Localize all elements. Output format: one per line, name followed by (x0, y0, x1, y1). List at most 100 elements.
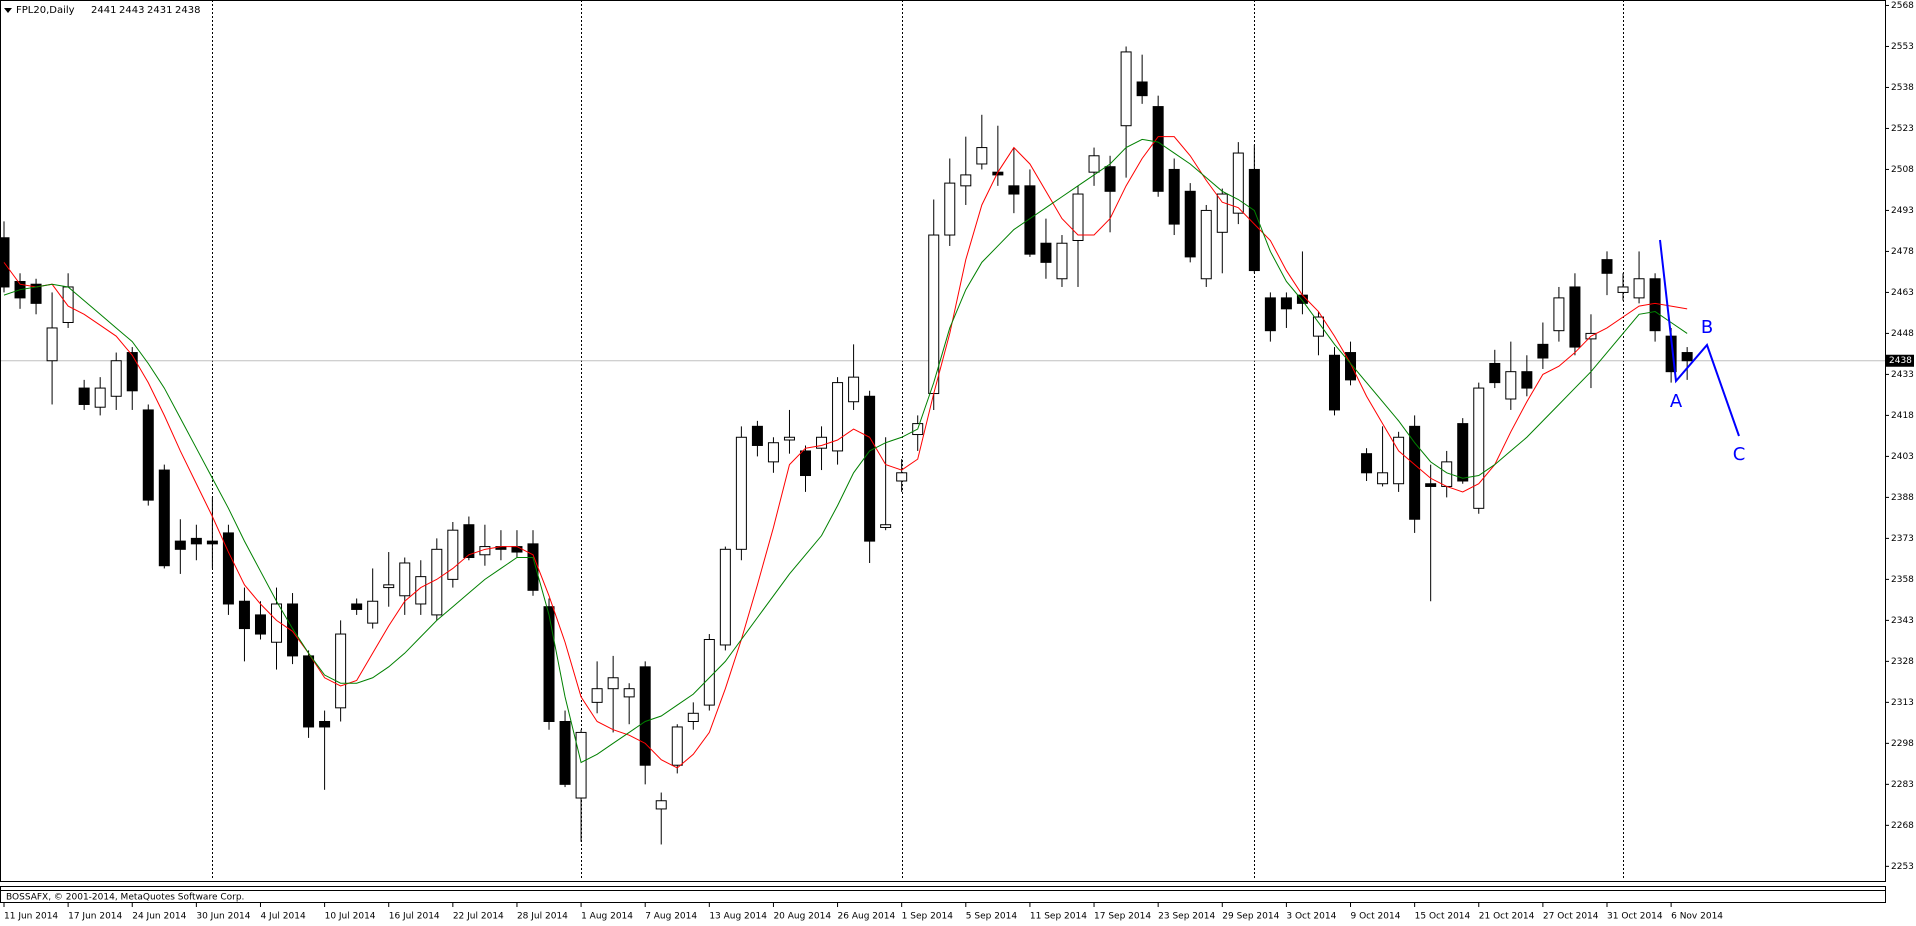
x-tick-label: 31 Oct 2014 (1607, 912, 1663, 922)
candle-body (431, 548, 443, 616)
x-tick-label: 27 Oct 2014 (1543, 912, 1599, 922)
candle-body (1216, 193, 1228, 233)
indicator-strip (0, 886, 1886, 903)
x-tick-label: 24 Jun 2014 (132, 912, 186, 922)
candle-body (783, 436, 795, 441)
candle-body (1505, 371, 1517, 400)
candle-body (351, 603, 363, 610)
candle-body (1537, 343, 1549, 359)
wave-label: A (1670, 391, 1683, 412)
y-tick-label: 2343 (1891, 616, 1914, 626)
candle-body (976, 147, 988, 165)
candle-body (319, 720, 331, 728)
price-label: 2438 (1889, 356, 1912, 366)
plot (0, 46, 1885, 845)
candle-body (415, 576, 427, 605)
candle-body (1280, 297, 1292, 310)
candle-body (1184, 190, 1196, 258)
candle-body (896, 472, 908, 482)
candle-body (1425, 483, 1437, 487)
candle-body (1489, 362, 1501, 384)
candle-body (832, 382, 844, 452)
candle-body (639, 666, 651, 766)
candle-body (944, 182, 956, 236)
y-tick-label: 2538 (1891, 83, 1914, 93)
candle-body (447, 529, 459, 580)
candle-body (1617, 286, 1629, 293)
candle-body (1649, 278, 1661, 332)
y-tick-label: 2478 (1891, 247, 1914, 257)
candle-body (1152, 106, 1164, 192)
candle-body (110, 360, 122, 397)
candle-body (1377, 472, 1389, 485)
candle-body (78, 387, 90, 405)
candle-body (174, 540, 186, 550)
y-tick-label: 2433 (1891, 370, 1914, 380)
candle-body (591, 688, 603, 703)
candle-body (1409, 425, 1421, 520)
candle-body (1601, 259, 1613, 274)
candle-body (751, 425, 763, 446)
candle-body (719, 548, 731, 646)
price-label-box (1886, 354, 1914, 367)
y-tick-label: 2373 (1891, 534, 1914, 544)
candle-body (271, 603, 283, 643)
candle-body (1120, 51, 1132, 127)
ohlc-low: 2431 (147, 5, 172, 16)
candle-body (1232, 152, 1244, 214)
candle-body (848, 376, 860, 403)
x-tick-label: 4 Jul 2014 (260, 912, 305, 922)
x-tick-label: 17 Jun 2014 (68, 912, 122, 922)
y-tick-label: 2508 (1891, 165, 1914, 175)
candle-body (399, 562, 411, 597)
candle-body (1040, 242, 1052, 263)
candle-body (1312, 316, 1324, 337)
candle-body (254, 614, 266, 635)
candle-body (1264, 297, 1276, 332)
candle-body (30, 283, 42, 304)
candle-body (1088, 155, 1100, 173)
x-tick-label: 15 Oct 2014 (1415, 912, 1471, 922)
axes: 2253 2268 2283 2298 2313 2328 2343 2358 2373 2388… (3, 1, 1914, 922)
candle-body (800, 450, 811, 477)
chart-title: FPL20,Daily (16, 5, 75, 16)
ohlc-close: 2438 (175, 5, 200, 16)
candle-body (575, 731, 587, 799)
candle-body (1328, 354, 1340, 411)
candle-body (767, 442, 779, 463)
candle-body (1168, 168, 1180, 225)
candle-body (1553, 297, 1565, 332)
candle-body (1200, 209, 1212, 280)
candle-body (1056, 242, 1068, 280)
x-tick-label: 6 Nov 2014 (1671, 912, 1723, 922)
candle-body (62, 286, 74, 323)
candle-body (206, 540, 218, 545)
y-tick-label: 2448 (1891, 329, 1914, 339)
candle-body (735, 436, 747, 550)
candle-body (671, 726, 683, 766)
x-tick-label: 26 Aug 2014 (838, 912, 896, 922)
y-tick-label: 2403 (1891, 452, 1914, 462)
x-tick-label: 13 Aug 2014 (709, 912, 767, 922)
y-tick-label: 2463 (1891, 288, 1914, 298)
candle-body (158, 469, 170, 567)
x-tick-label: 20 Aug 2014 (773, 912, 831, 922)
x-tick-label: 9 Oct 2014 (1351, 912, 1401, 922)
wave-label: C (1733, 444, 1746, 465)
x-tick-label: 1 Sep 2014 (902, 912, 954, 922)
candle-body (287, 603, 299, 657)
y-tick-label: 2283 (1891, 780, 1914, 790)
candle-body (543, 606, 555, 722)
wave-drawing: A B C (1659, 239, 1746, 465)
y-tick-label: 2388 (1891, 493, 1914, 503)
x-tick-label: 3 Oct 2014 (1286, 912, 1336, 922)
copyright: BOSSAFX, © 2001-2014, MetaQuotes Softwar… (6, 893, 244, 903)
candle-body (1681, 352, 1693, 362)
y-tick-label: 2523 (1891, 124, 1914, 134)
candle-body (655, 800, 667, 810)
y-tick-label: 2553 (1891, 42, 1914, 52)
x-tick-label: 21 Oct 2014 (1479, 912, 1535, 922)
candle-body (511, 546, 523, 553)
